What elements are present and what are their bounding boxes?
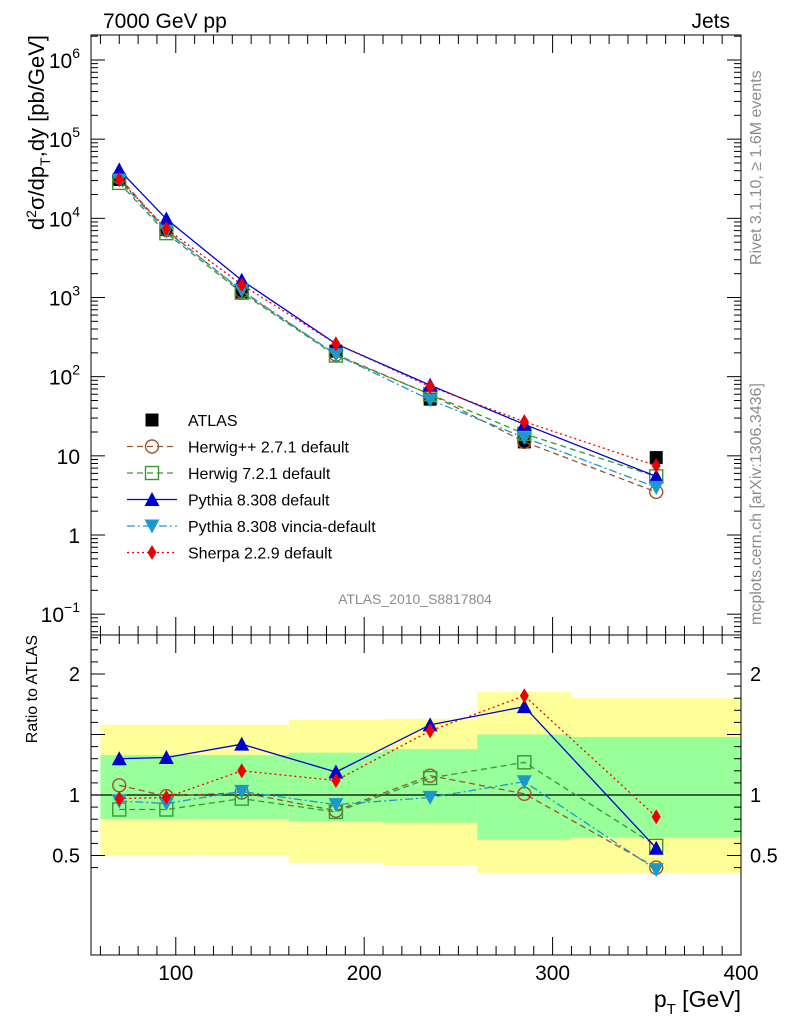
ratio-tick-label: 1: [69, 785, 80, 807]
data-point: [648, 468, 664, 483]
ratio-tick-label: 0.5: [52, 846, 80, 868]
ratio-series-group: [111, 688, 664, 878]
y-tick-label: 105: [49, 124, 80, 152]
legend-label: Herwig 7.2.1 default: [188, 466, 331, 483]
legend-label: Sherpa 2.2.9 default: [188, 546, 333, 563]
ratio-point: [422, 770, 438, 786]
data-point: [331, 336, 341, 352]
legend-entry-5: Sherpa 2.2.9 default: [127, 545, 333, 563]
series-line: [118, 169, 657, 477]
data-point: [422, 393, 438, 408]
ratio-point: [158, 749, 174, 764]
main-y-axis: 10−1 1 10 102 103 104 105 106: [41, 35, 741, 633]
x-tick-label: 100: [158, 962, 193, 985]
legend-label: Pythia 8.308 vincia-default: [188, 519, 376, 536]
inner-band: [383, 749, 478, 823]
ratio-tick-label: 2: [69, 664, 80, 686]
header-right: Jets: [691, 10, 730, 33]
data-point: [649, 451, 663, 465]
x-axis: 100 200 300 400: [99, 35, 759, 985]
data-point: [111, 162, 127, 177]
legend-label: ATLAS: [188, 413, 238, 430]
y-tick-label: 103: [49, 283, 80, 311]
data-point: [648, 480, 664, 495]
ratio-point: [651, 809, 661, 825]
ratio-uncertainty-bands: [100, 692, 741, 874]
x-axis-label: pT [GeV]: [654, 986, 741, 1018]
x-tick-label: 200: [347, 962, 382, 985]
ratio-point: [328, 798, 344, 813]
ratio-point: [328, 764, 344, 779]
mcplots-label: mcplots.cern.ch [arXiv:1306.3436]: [748, 383, 765, 625]
legend-entry-4: Pythia 8.308 vincia-default: [127, 519, 376, 536]
legend-marker: [144, 519, 160, 534]
ratio-point: [648, 840, 664, 855]
ratio-line: [119, 761, 657, 847]
ratio-point: [516, 699, 532, 714]
x-tick-label: 400: [723, 962, 758, 985]
series-line: [118, 182, 657, 478]
x-tick-label: 300: [535, 962, 570, 985]
y-tick-label: 104: [49, 203, 80, 231]
data-point: [425, 379, 435, 395]
legend-entry-1: Herwig++ 2.7.1 default: [127, 439, 350, 457]
legend-marker: [147, 545, 157, 560]
legend-label: Pythia 8.308 default: [188, 493, 330, 510]
ratio-y-axis: 0.5 0.5 1 1 2 2: [52, 637, 778, 869]
inner-band: [100, 755, 195, 820]
ratio-point: [648, 863, 664, 878]
y-tick-label: 102: [49, 362, 80, 390]
ratio-point: [425, 723, 435, 739]
ratio-tick-label-right: 2: [750, 664, 761, 686]
ratio-point: [237, 763, 247, 779]
ratio-series-2: [111, 699, 664, 855]
main-series-group: [111, 162, 664, 500]
data-point: [328, 348, 344, 363]
ratio-tick-label-right: 0.5: [750, 846, 778, 868]
ratio-point: [111, 751, 127, 766]
data-point: [237, 277, 247, 293]
legend: ATLAS Herwig++ 2.7.1 default Herwig 7.2.1 …: [127, 413, 376, 563]
ratio-point: [331, 772, 341, 788]
analysis-id: ATLAS_2010_S8817804: [338, 591, 492, 607]
ratio-ylabel: Ratio to ATLAS: [24, 635, 41, 743]
series-3: [111, 162, 664, 483]
legend-marker: [144, 439, 160, 454]
data-point: [519, 414, 529, 430]
ratio-point: [516, 775, 532, 790]
rivet-label: Rivet 3.1.10, ≥ 1.6M events: [748, 70, 765, 265]
data-point: [158, 211, 174, 226]
legend-marker: [145, 413, 159, 427]
y-tick-label: 1: [68, 525, 80, 548]
legend-entry-0: ATLAS: [145, 413, 238, 430]
main-ylabel: d2σ/dpT,dy [pb/GeV]: [23, 35, 53, 230]
ratio-point: [519, 688, 529, 704]
data-point: [516, 431, 532, 446]
data-point: [114, 171, 124, 187]
legend-marker: [144, 465, 160, 481]
ratio-point: [161, 789, 171, 805]
legend-entry-3: Pythia 8.308 default: [127, 492, 330, 510]
y-tick-label: 106: [49, 45, 80, 73]
series-5: [114, 171, 661, 474]
header-left: 7000 GeV pp: [103, 10, 227, 33]
ratio-point: [517, 755, 532, 770]
legend-marker: [144, 492, 160, 506]
ratio-point: [234, 784, 250, 799]
ratio-point: [114, 791, 124, 807]
ratio-tick-label-right: 1: [750, 785, 761, 807]
legend-label: Herwig++ 2.7.1 default: [188, 440, 350, 457]
data-point: [651, 458, 661, 474]
series-2: [112, 175, 664, 484]
legend-entry-2: Herwig 7.2.1 default: [127, 465, 331, 483]
ratio-series-4: [114, 688, 661, 825]
ratio-point: [234, 736, 250, 751]
y-tick-label: 10: [57, 446, 80, 469]
ratio-point: [422, 790, 438, 805]
data-point: [161, 221, 171, 237]
y-tick-label: 10−1: [41, 599, 81, 627]
